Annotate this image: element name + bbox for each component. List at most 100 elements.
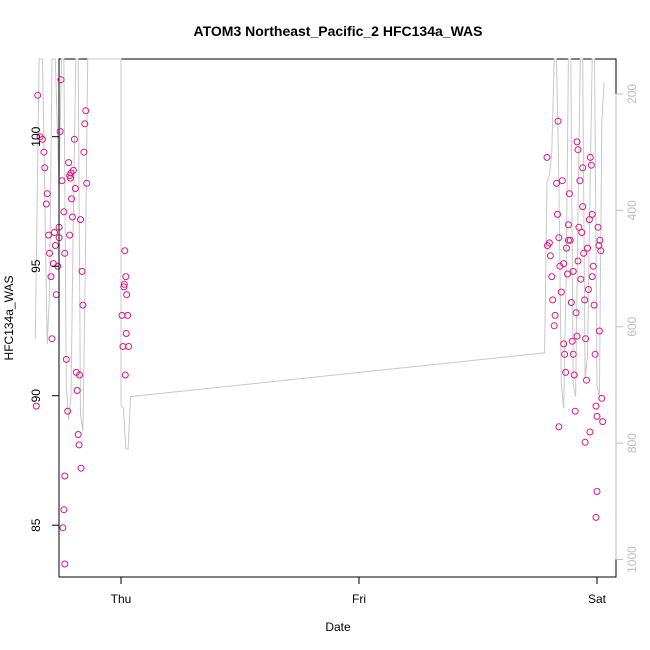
data-point	[562, 368, 570, 376]
y2-tick-label: 800	[625, 433, 639, 453]
data-point	[596, 236, 604, 244]
data-point	[76, 371, 84, 379]
data-point	[34, 91, 42, 99]
x-axis-label: Date	[325, 620, 351, 634]
data-point	[553, 179, 560, 187]
data-point	[575, 223, 583, 231]
y-axis-label: HFC134a_WAS	[2, 276, 16, 361]
points-layer	[32, 76, 607, 568]
data-point	[566, 236, 574, 244]
y2-tick-label: 400	[625, 200, 639, 220]
data-point	[81, 120, 89, 128]
data-point	[65, 159, 73, 167]
data-point	[586, 153, 594, 161]
data-point	[75, 441, 83, 449]
data-point	[581, 438, 589, 446]
data-point	[118, 311, 126, 319]
data-point	[594, 223, 602, 231]
data-point	[80, 148, 88, 156]
data-point	[79, 301, 87, 309]
data-point	[569, 267, 577, 275]
data-point	[56, 128, 64, 135]
data-point	[581, 296, 589, 304]
data-point	[67, 174, 74, 182]
data-point	[32, 402, 40, 410]
data-point	[580, 249, 588, 257]
data-point	[598, 394, 606, 402]
data-point	[121, 371, 129, 379]
data-point	[597, 247, 605, 255]
data-point	[550, 322, 558, 330]
data-point	[60, 208, 68, 216]
data-point	[122, 273, 130, 281]
data-point	[577, 275, 585, 283]
data-point	[125, 343, 133, 350]
data-point	[555, 234, 563, 242]
x-tick-label: Sat	[588, 592, 607, 606]
chart-title: ATOM3 Northeast_Pacific_2 HFC134a_WAS	[194, 23, 483, 39]
data-point	[64, 407, 72, 415]
data-point	[564, 270, 571, 278]
data-point	[586, 428, 594, 436]
data-point	[564, 236, 572, 244]
data-point	[68, 213, 76, 221]
y-tick-label: 100	[29, 126, 43, 146]
data-point	[50, 229, 58, 236]
data-point	[47, 273, 55, 281]
data-point	[593, 412, 601, 420]
data-point	[554, 117, 562, 125]
data-point	[66, 231, 74, 239]
data-point	[595, 327, 603, 335]
data-point	[548, 273, 556, 281]
y2-tick-label: 600	[625, 316, 639, 336]
data-point	[43, 190, 51, 198]
data-point	[120, 283, 128, 291]
data-point	[45, 231, 53, 239]
data-point	[588, 273, 596, 281]
data-point	[543, 153, 551, 161]
data-point	[584, 286, 592, 293]
data-point	[560, 260, 568, 268]
data-point	[48, 335, 56, 343]
data-point	[57, 76, 65, 84]
data-point	[551, 311, 559, 319]
data-point	[61, 472, 69, 480]
data-point	[70, 135, 78, 143]
data-point	[570, 371, 578, 379]
data-point	[544, 242, 551, 249]
data-point	[579, 203, 587, 211]
data-point	[593, 488, 601, 495]
data-point	[564, 221, 572, 229]
data-point	[587, 161, 595, 169]
y2-tick-label: 1000	[625, 546, 639, 573]
data-point	[590, 301, 598, 309]
data-point	[58, 177, 66, 185]
data-point	[121, 247, 129, 255]
data-point	[554, 210, 561, 218]
data-point	[41, 164, 49, 172]
data-point	[561, 350, 569, 358]
data-point	[82, 107, 90, 115]
data-point	[52, 291, 60, 299]
data-point	[571, 407, 579, 415]
plot-frame	[58, 58, 617, 578]
data-point	[40, 148, 48, 156]
y-tick-label: 90	[29, 389, 43, 403]
data-point	[78, 267, 86, 275]
altitude-line	[34, 58, 605, 450]
data-point	[51, 242, 59, 249]
data-point	[576, 177, 584, 185]
data-point	[573, 138, 581, 146]
data-point	[574, 146, 582, 154]
data-point	[560, 340, 568, 348]
data-point	[61, 560, 69, 568]
data-point	[67, 169, 75, 177]
data-point	[579, 164, 587, 172]
data-point	[59, 524, 67, 532]
data-point	[591, 350, 599, 358]
data-point	[549, 296, 557, 304]
data-point	[574, 257, 582, 265]
data-point	[572, 309, 580, 317]
data-point	[555, 423, 563, 431]
